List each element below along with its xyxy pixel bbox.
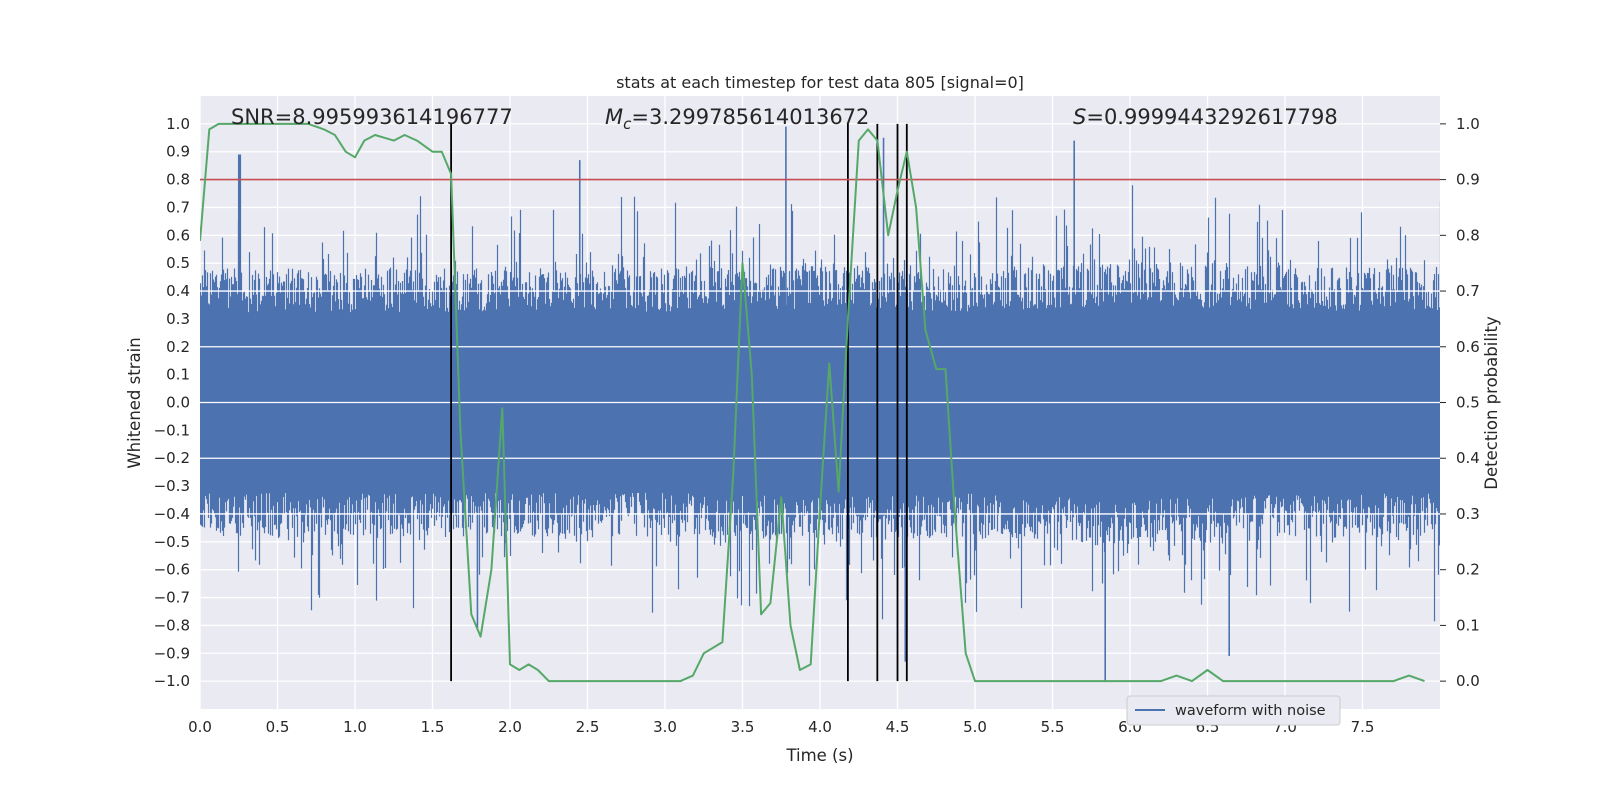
probability-series xyxy=(200,122,1425,683)
plot-area xyxy=(200,122,1440,683)
y2-tick-label: 0.6 xyxy=(1456,338,1480,356)
y2-axis-label: Detection probability xyxy=(1482,316,1501,490)
y-tick-label: 0.9 xyxy=(166,143,190,161)
y2-tick-label: 0.9 xyxy=(1456,171,1480,189)
y2-tick-label: 1.0 xyxy=(1456,115,1480,133)
x-tick-label: 0.0 xyxy=(188,718,212,736)
x-tick-label: 7.5 xyxy=(1351,718,1375,736)
y2-tick-label: 0.3 xyxy=(1456,505,1480,523)
x-tick-label: 3.5 xyxy=(731,718,755,736)
y2-tick-label: 0.8 xyxy=(1456,226,1480,244)
y-tick-label: 0.0 xyxy=(166,394,190,412)
chart-title: stats at each timestep for test data 805… xyxy=(616,73,1024,92)
y-axis-ticks: 1.0 0.9 0.8 0.7 0.6 0.5 0.4 0.3 0.2 0.1 0.0 −0.1 −0.… xyxy=(154,115,190,690)
y-tick-label: 0.8 xyxy=(166,171,190,189)
y2-tick-label: 0.5 xyxy=(1456,394,1480,412)
chirp-mass-symbol: M xyxy=(605,105,623,129)
y-tick-label: −0.3 xyxy=(154,477,190,495)
y-tick-label: 0.6 xyxy=(166,226,190,244)
y2-tick-label: 0.0 xyxy=(1456,672,1480,690)
y-tick-label: −0.1 xyxy=(154,421,190,439)
x-tick-label: 4.0 xyxy=(808,718,832,736)
y-tick-label: −0.4 xyxy=(154,505,190,523)
y2-tick-label: 0.1 xyxy=(1456,616,1480,634)
x-tick-label: 1.0 xyxy=(343,718,367,736)
y-tick-label: −0.2 xyxy=(154,449,190,467)
y-tick-label: 0.5 xyxy=(166,254,190,272)
score-annotation: S=0.9999443292617798 xyxy=(1073,105,1338,129)
y-tick-label: 1.0 xyxy=(166,115,190,133)
x-tick-label: 5.0 xyxy=(963,718,987,736)
y2-tick-label: 0.4 xyxy=(1456,449,1480,467)
probability-line xyxy=(200,122,1425,683)
x-tick-label: 3.0 xyxy=(653,718,677,736)
y-tick-label: 0.4 xyxy=(166,282,190,300)
legend-label-waveform: waveform with noise xyxy=(1175,703,1326,719)
y-tick-label: −0.7 xyxy=(154,589,190,607)
x-tick-label: 2.0 xyxy=(498,718,522,736)
x-tick-label: 4.5 xyxy=(886,718,910,736)
y-tick-label: 0.1 xyxy=(166,366,190,384)
y-axis-label: Whitened strain xyxy=(125,337,144,468)
chirp-mass-value: =3.299785614013672 xyxy=(631,105,869,129)
score-symbol: S xyxy=(1073,105,1086,129)
legend-box xyxy=(1126,695,1341,726)
y-tick-label: −0.5 xyxy=(154,533,190,551)
chirp-mass-subscript: c xyxy=(623,115,632,133)
y-tick-label: 0.7 xyxy=(166,198,190,216)
y-tick-label: 0.3 xyxy=(166,310,190,328)
y-tick-label: −1.0 xyxy=(154,672,190,690)
x-tick-label: 0.5 xyxy=(266,718,290,736)
y-tick-label: −0.6 xyxy=(154,561,190,579)
y-tick-label: −0.8 xyxy=(154,616,190,634)
x-tick-label: 5.5 xyxy=(1041,718,1065,736)
event-lines xyxy=(450,123,908,682)
legend: waveform with noise xyxy=(1126,695,1341,726)
x-axis-ticks: 0.0 0.5 1.0 1.5 2.0 2.5 3.0 3.5 4.0 4.5 5.0 5.5 6.0 6… xyxy=(188,718,1374,736)
chirp-mass-annotation: Mc=3.299785614013672 xyxy=(605,105,869,133)
y2-tick-label: 0.2 xyxy=(1456,561,1480,579)
x-tick-label: 2.5 xyxy=(576,718,600,736)
y2-tick-label: 0.7 xyxy=(1456,282,1480,300)
x-axis-label: Time (s) xyxy=(785,746,853,765)
score-value: =0.9999443292617798 xyxy=(1086,105,1337,129)
x-tick-label: 1.5 xyxy=(421,718,445,736)
waveform-series xyxy=(200,126,1440,682)
snr-annotation: SNR=8.995993614196777 xyxy=(231,105,513,129)
y-tick-label: 0.2 xyxy=(166,338,190,356)
y2-axis-ticks: 1.0 0.9 0.8 0.7 0.6 0.5 0.4 0.3 0.2 0.1 0.0 xyxy=(1440,115,1480,690)
y-tick-label: −0.9 xyxy=(154,644,190,662)
